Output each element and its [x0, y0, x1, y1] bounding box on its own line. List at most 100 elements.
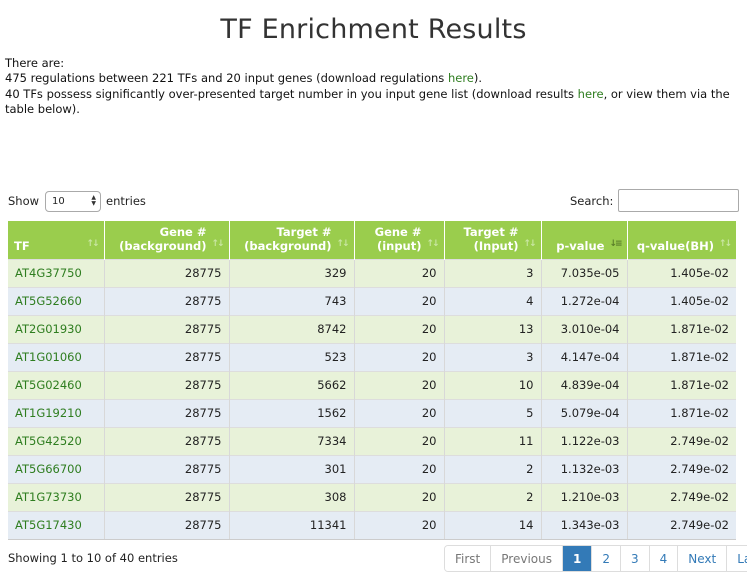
column-header-label: Gene #: [374, 224, 422, 239]
tf-link[interactable]: AT4G37750: [8, 258, 105, 287]
download-regulations-link[interactable]: here: [447, 71, 474, 86]
cell-gene-input: 20: [354, 454, 445, 483]
page-button-2[interactable]: 2: [592, 546, 621, 571]
cell-q-value-bh: 1.871e-02: [627, 370, 736, 399]
cell-q-value-bh: 1.871e-02: [627, 342, 736, 371]
cell-q-value-bh: 2.749e-02: [627, 510, 736, 540]
summary-text: There are: 475 regulations between 221 T…: [5, 56, 733, 118]
cell-target-background: 8742: [229, 314, 355, 343]
tf-link[interactable]: AT2G01930: [8, 314, 105, 343]
cell-p-value: 5.079e-04: [541, 398, 628, 427]
table-row[interactable]: AT4G37750 28775 329 20 3 7.035e-05 1.405e-02: [8, 258, 736, 287]
table-row[interactable]: AT5G02460 28775 5662 20 10 4.839e-04 1.871e-02: [8, 370, 736, 399]
table-row[interactable]: AT1G01060 28775 523 20 3 4.147e-04 1.871e-02: [8, 342, 736, 371]
column-header-target-input[interactable]: Target # (Input) ↑↓: [444, 221, 542, 259]
cell-target-input: 2: [444, 482, 542, 511]
table-row[interactable]: AT2G01930 28775 8742 20 13 3.010e-04 1.871e-02: [8, 314, 736, 343]
tf-link[interactable]: AT5G17430: [8, 510, 105, 540]
cell-target-background: 743: [229, 286, 355, 315]
cell-q-value-bh: 1.405e-02: [627, 286, 736, 315]
tf-link[interactable]: AT5G42520: [8, 426, 105, 455]
cell-q-value-bh: 2.749e-02: [627, 426, 736, 455]
sort-icon: ↑↓: [86, 238, 99, 249]
column-header-label: q-value(BH): [636, 238, 714, 253]
sort-icon: ↑↓: [426, 238, 439, 249]
cell-target-input: 13: [444, 314, 542, 343]
table-row[interactable]: AT1G73730 28775 308 20 2 1.210e-03 2.749e-02: [8, 482, 736, 511]
cell-q-value-bh: 1.871e-02: [627, 314, 736, 343]
cell-gene-input: 20: [354, 286, 445, 315]
cell-target-background: 329: [229, 258, 355, 287]
cell-target-input: 2: [444, 454, 542, 483]
select-arrows-icon: ▲ ▼: [91, 194, 97, 207]
cell-gene-input: 20: [354, 342, 445, 371]
table-row[interactable]: AT1G19210 28775 1562 20 5 5.079e-04 1.871e-02: [8, 398, 736, 427]
column-header-q-value-bh[interactable]: q-value(BH) ↑↓: [627, 221, 736, 259]
column-header-sublabel: (input): [376, 238, 422, 253]
column-header-tf[interactable]: TF ↑↓: [8, 221, 105, 259]
column-header-sublabel: (background): [119, 238, 207, 253]
search-control: Search:: [570, 189, 740, 212]
column-header-gene-input[interactable]: Gene # (input) ↑↓: [354, 221, 445, 259]
summary-regulations: 475 regulations between 221 TFs and 20 i…: [5, 71, 483, 86]
tf-link[interactable]: AT1G73730: [8, 482, 105, 511]
first-page-button[interactable]: First: [445, 546, 492, 571]
table-row[interactable]: AT5G42520 28775 7334 20 11 1.122e-03 2.749e-02: [8, 426, 736, 455]
cell-target-input: 10: [444, 370, 542, 399]
search-input[interactable]: [618, 189, 740, 212]
page-button-3[interactable]: 3: [620, 546, 650, 571]
column-header-label: Target #: [276, 224, 332, 239]
column-header-label: Gene #: [159, 224, 207, 239]
column-header-gene-background[interactable]: Gene # (background) ↑↓: [104, 221, 230, 259]
entries-length-value: 10: [52, 195, 65, 207]
page-button-4[interactable]: 4: [649, 546, 679, 571]
download-results-link[interactable]: here: [577, 86, 604, 101]
column-header-target-background[interactable]: Target # (background) ↑↓: [229, 221, 355, 259]
page-button-1[interactable]: 1: [562, 546, 593, 571]
tf-link[interactable]: AT5G66700: [8, 454, 105, 483]
last-page-button[interactable]: Last: [727, 546, 747, 571]
cell-target-input: 3: [444, 258, 542, 287]
sort-icon: ↑↓: [211, 238, 224, 249]
summary-results: 40 TFs possess significantly over-presen…: [5, 86, 730, 117]
sort-icon: ↑↓: [718, 238, 732, 249]
column-header-label: Target #: [463, 224, 519, 239]
cell-p-value: 1.343e-03: [541, 510, 628, 540]
sort-ascending-icon: ↓≡: [609, 238, 622, 249]
cell-target-input: 11: [444, 426, 542, 455]
cell-gene-input: 20: [354, 482, 445, 511]
cell-gene-input: 20: [354, 370, 445, 399]
cell-p-value: 1.210e-03: [541, 482, 628, 511]
cell-p-value: 3.010e-04: [541, 314, 628, 343]
tf-link[interactable]: AT1G19210: [8, 398, 105, 427]
cell-gene-background: 28775: [104, 342, 230, 371]
tf-link[interactable]: AT5G02460: [8, 370, 105, 399]
cell-gene-input: 20: [354, 426, 445, 455]
column-header-sublabel: (background): [244, 238, 332, 253]
entries-length-select[interactable]: 10 ▲ ▼: [45, 190, 102, 212]
column-header-label: p-value: [556, 238, 605, 253]
cell-target-background: 7334: [229, 426, 355, 455]
table-row[interactable]: AT5G52660 28775 743 20 4 1.272e-04 1.405e-02: [8, 286, 736, 315]
cell-gene-background: 28775: [104, 314, 230, 343]
cell-p-value: 1.132e-03: [541, 454, 628, 483]
cell-target-input: 3: [444, 342, 542, 371]
cell-target-background: 1562: [229, 398, 355, 427]
table-row[interactable]: AT5G66700 28775 301 20 2 1.132e-03 2.749e-02: [8, 454, 736, 483]
cell-p-value: 4.839e-04: [541, 370, 628, 399]
table-row[interactable]: AT5G17430 28775 11341 20 14 1.343e-03 2.749e-0…: [8, 510, 736, 540]
cell-target-background: 523: [229, 342, 355, 371]
next-page-button[interactable]: Next: [678, 546, 728, 571]
cell-gene-background: 28775: [104, 482, 230, 511]
tf-link[interactable]: AT5G52660: [8, 286, 105, 315]
previous-page-button[interactable]: Previous: [491, 546, 563, 571]
cell-gene-background: 28775: [104, 510, 230, 540]
cell-gene-input: 20: [354, 258, 445, 287]
cell-gene-background: 28775: [104, 426, 230, 455]
column-header-p-value[interactable]: p-value ↓≡: [541, 221, 628, 259]
page-title: TF Enrichment Results: [220, 14, 527, 45]
cell-p-value: 7.035e-05: [541, 258, 628, 287]
tf-link[interactable]: AT1G01060: [8, 342, 105, 371]
cell-q-value-bh: 2.749e-02: [627, 454, 736, 483]
cell-gene-background: 28775: [104, 398, 230, 427]
